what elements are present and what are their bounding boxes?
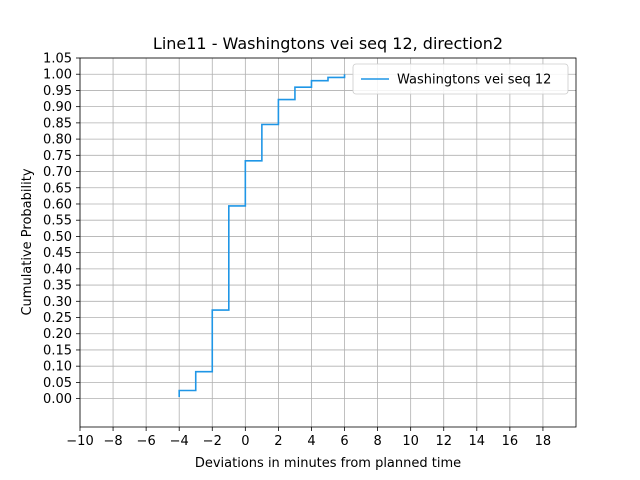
y-tick-label: 0.60 xyxy=(43,197,72,212)
x-tick-label: 16 xyxy=(502,434,519,449)
y-tick-label: 0.15 xyxy=(43,343,72,358)
y-axis-label: Cumulative Probability xyxy=(20,168,35,315)
y-tick-label: 0.30 xyxy=(43,295,72,310)
y-tick-label: 0.20 xyxy=(43,327,72,342)
x-tick-label: −6 xyxy=(137,434,156,449)
x-tick-label: 6 xyxy=(340,434,348,449)
legend-label: Washingtons vei seq 12 xyxy=(397,73,551,88)
y-tick-label: 0.05 xyxy=(43,376,72,391)
y-tick-label: 0.95 xyxy=(43,84,72,99)
x-tick-label: 12 xyxy=(435,434,452,449)
x-tick-label: −4 xyxy=(170,434,189,449)
plot-series xyxy=(178,74,346,397)
y-tick-label: 0.00 xyxy=(43,392,72,407)
axes: −10 −8 −6 −4 −2 0 2 4 6 8 10 12 14 16 18 0.000.050.10 0.… xyxy=(43,52,577,449)
y-tick-label: 0.25 xyxy=(43,311,72,326)
y-tick-label: 0.45 xyxy=(43,246,72,261)
plot-frame xyxy=(79,57,577,428)
legend-box xyxy=(352,63,569,95)
y-tick-label: 0.55 xyxy=(43,214,72,229)
x-tick-label: 14 xyxy=(469,434,486,449)
chart-title: Line11 - Washingtons vei seq 12, directi… xyxy=(153,34,503,53)
y-tick-label: 0.85 xyxy=(43,116,72,131)
x-tick-label: −2 xyxy=(203,434,222,449)
y-tick-label: 0.90 xyxy=(43,100,72,115)
x-tick-label: 0 xyxy=(241,434,249,449)
x-tick-label: −10 xyxy=(66,434,93,449)
x-tick-label: 4 xyxy=(307,434,315,449)
y-tick-label: 0.65 xyxy=(43,181,72,196)
y-tick-label: 0.40 xyxy=(43,262,72,277)
series-line xyxy=(178,74,346,397)
y-tick-label: 1.05 xyxy=(43,52,72,67)
y-tick-label: 1.00 xyxy=(43,68,72,83)
grid xyxy=(79,57,576,427)
x-tick-label: −8 xyxy=(103,434,122,449)
legend: Washingtons vei seq 12 xyxy=(352,63,569,95)
x-tick-label: 18 xyxy=(535,434,552,449)
x-tick-label: 2 xyxy=(274,434,282,449)
y-tick-label: 0.35 xyxy=(43,279,72,294)
x-axis-label: Deviations in minutes from planned time xyxy=(195,456,461,471)
y-tick-label: 0.10 xyxy=(43,360,72,375)
y-tick-label: 0.75 xyxy=(43,149,72,164)
y-tick-label: 0.50 xyxy=(43,230,72,245)
y-tick-label: 0.80 xyxy=(43,133,72,148)
x-tick-label: 8 xyxy=(373,434,381,449)
y-tick-label: 0.70 xyxy=(43,165,72,180)
x-tick-label: 10 xyxy=(402,434,419,449)
